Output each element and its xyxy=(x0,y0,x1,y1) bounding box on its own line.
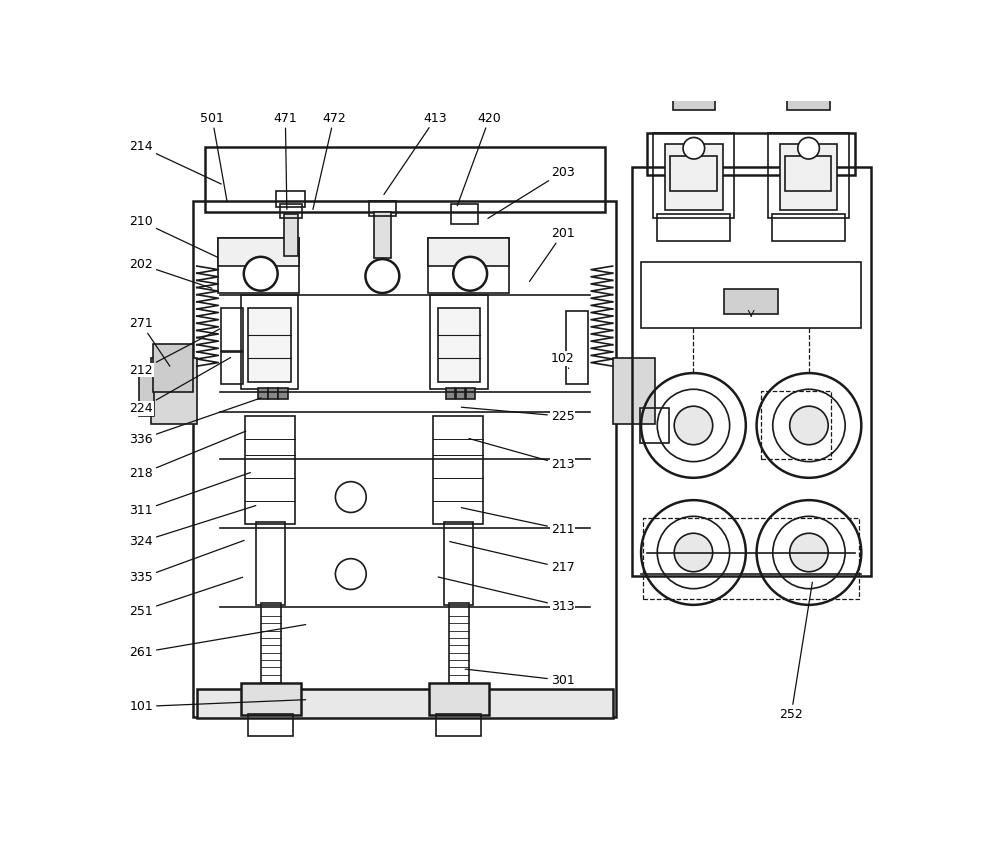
Bar xyxy=(428,237,509,293)
Text: 413: 413 xyxy=(384,111,447,194)
Bar xyxy=(258,388,268,399)
Bar xyxy=(261,603,281,684)
Bar xyxy=(466,388,475,399)
Bar xyxy=(446,388,455,399)
Text: 218: 218 xyxy=(129,431,246,480)
Bar xyxy=(268,388,278,399)
Bar xyxy=(241,683,301,715)
Text: 210: 210 xyxy=(129,215,217,257)
Text: 251: 251 xyxy=(129,577,243,618)
Text: 420: 420 xyxy=(457,111,501,206)
Bar xyxy=(724,289,778,314)
Bar xyxy=(640,408,669,443)
Text: 225: 225 xyxy=(461,407,574,423)
Bar xyxy=(643,518,859,598)
Bar xyxy=(451,204,478,224)
Circle shape xyxy=(683,138,705,159)
Bar xyxy=(278,388,288,399)
Bar xyxy=(221,352,243,384)
Text: 213: 213 xyxy=(469,439,574,471)
Text: 301: 301 xyxy=(465,669,574,687)
Text: 471: 471 xyxy=(273,111,297,209)
Text: 212: 212 xyxy=(130,329,220,376)
Bar xyxy=(772,214,845,241)
Bar xyxy=(613,359,655,424)
Circle shape xyxy=(453,257,487,290)
Bar xyxy=(374,212,391,258)
Bar xyxy=(449,603,469,684)
Circle shape xyxy=(244,257,278,290)
Bar xyxy=(205,147,605,212)
Bar xyxy=(248,714,293,736)
Text: 324: 324 xyxy=(130,506,256,549)
Bar xyxy=(284,214,298,256)
Text: 271: 271 xyxy=(129,317,170,366)
Bar xyxy=(433,416,483,524)
Text: 336: 336 xyxy=(130,398,261,446)
Bar xyxy=(369,201,396,216)
Bar xyxy=(785,156,831,191)
Bar xyxy=(673,93,715,110)
Bar xyxy=(429,683,489,715)
Bar xyxy=(428,237,509,266)
Bar xyxy=(768,133,849,218)
Bar xyxy=(436,714,481,736)
Text: 501: 501 xyxy=(200,111,227,202)
Text: 214: 214 xyxy=(130,140,221,184)
Text: 252: 252 xyxy=(779,582,812,721)
Text: 311: 311 xyxy=(130,473,250,517)
Bar xyxy=(438,308,480,381)
Text: 335: 335 xyxy=(129,540,244,584)
Text: 261: 261 xyxy=(130,625,306,659)
Bar xyxy=(430,295,488,389)
Bar xyxy=(632,167,871,576)
Bar xyxy=(256,522,285,605)
Bar xyxy=(780,144,837,210)
Text: 414: 414 xyxy=(0,843,1,844)
Circle shape xyxy=(798,138,819,159)
Bar xyxy=(670,156,717,191)
Text: 201: 201 xyxy=(529,227,574,282)
Circle shape xyxy=(674,406,713,445)
Circle shape xyxy=(674,533,713,571)
Bar xyxy=(647,133,855,176)
Text: 101: 101 xyxy=(129,700,306,713)
Bar xyxy=(218,237,299,266)
Bar xyxy=(139,370,154,416)
Polygon shape xyxy=(795,71,822,95)
Bar xyxy=(245,416,295,524)
Bar xyxy=(197,689,613,718)
Bar xyxy=(653,133,734,218)
Bar xyxy=(241,295,298,389)
Text: 313: 313 xyxy=(438,577,574,613)
Bar xyxy=(280,203,302,218)
Text: 102: 102 xyxy=(551,352,574,369)
Circle shape xyxy=(790,406,828,445)
Bar xyxy=(218,237,299,293)
Text: 202: 202 xyxy=(129,258,212,289)
Bar xyxy=(761,391,831,458)
Bar xyxy=(276,192,305,207)
Text: 217: 217 xyxy=(450,542,574,575)
Circle shape xyxy=(365,259,399,293)
Text: 211: 211 xyxy=(461,507,574,536)
Bar xyxy=(456,388,465,399)
Bar xyxy=(151,359,197,424)
Circle shape xyxy=(790,533,828,571)
Bar xyxy=(248,308,291,381)
Text: 203: 203 xyxy=(488,165,574,219)
Polygon shape xyxy=(680,71,707,95)
Bar xyxy=(787,93,830,110)
Text: 224: 224 xyxy=(130,358,231,415)
Bar xyxy=(444,522,473,605)
Bar xyxy=(641,262,861,327)
Bar xyxy=(153,344,193,392)
Bar xyxy=(657,214,730,241)
Bar xyxy=(221,308,243,351)
Bar xyxy=(665,144,723,210)
Text: 472: 472 xyxy=(313,111,346,209)
Bar xyxy=(566,311,588,384)
Bar xyxy=(193,201,616,717)
